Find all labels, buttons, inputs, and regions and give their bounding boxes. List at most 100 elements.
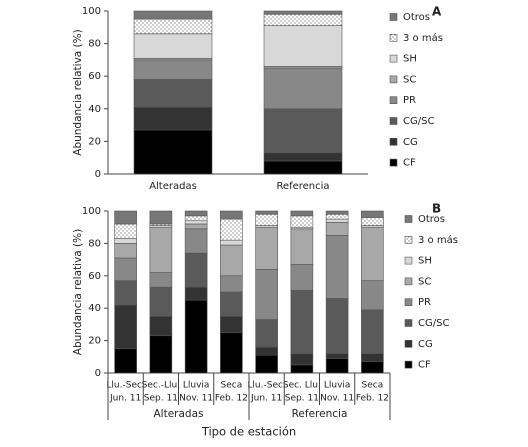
legend-label: SC: [403, 74, 416, 85]
bar-segment: [361, 361, 384, 374]
bar-segment: [220, 239, 243, 246]
legend-label: PR: [418, 297, 431, 308]
bar-segment: [361, 309, 384, 354]
x-tick-label: Sec.-Llu.: [142, 381, 180, 391]
bar-segment: [114, 210, 137, 225]
bar-segment: [184, 286, 208, 301]
bar-segment: [290, 215, 314, 228]
bar-segment: [255, 269, 278, 320]
y-tick-label: 0: [95, 368, 101, 379]
bar-segment: [149, 286, 173, 317]
y-tick-label: 20: [88, 336, 101, 347]
bar-segment: [325, 353, 349, 359]
bar-segment: [361, 353, 384, 362]
bar-segment: [114, 257, 137, 281]
bar-segment: [184, 210, 208, 217]
bar-segment: [290, 228, 314, 265]
bar-segment: [149, 226, 173, 273]
bar-segment: [114, 304, 137, 349]
legend-label: SH: [418, 256, 432, 267]
bar-segment: [255, 210, 278, 215]
bar-segment: [114, 348, 137, 374]
x-tick-label: Lluvia: [324, 381, 351, 391]
y-axis-label: Abundancia relativa (%): [72, 29, 84, 155]
legend-label: Otros: [418, 214, 445, 225]
bar-segment: [361, 210, 384, 218]
bar-segment: [263, 152, 343, 162]
bar-segment: [114, 243, 137, 259]
bar-segment: [290, 353, 314, 366]
bar-segment: [263, 67, 343, 110]
bar-segment: [263, 108, 343, 154]
y-axis-label: Abundancia relativa (%): [72, 229, 84, 355]
bar-segment: [133, 10, 213, 20]
legend-swatch: [404, 277, 413, 286]
bar-segment: [361, 280, 384, 311]
x-tick-label: Feb. 12: [215, 394, 248, 404]
panel-label: B: [432, 202, 441, 216]
legend-swatch: [404, 256, 413, 265]
bar-segment: [184, 223, 208, 230]
legend-swatch: [389, 138, 398, 146]
bar-segment: [220, 332, 243, 374]
bar-segment: [290, 290, 314, 354]
y-tick-label: 0: [95, 169, 101, 180]
x-tick-label: Sep. 11: [144, 394, 178, 404]
bar-segment: [220, 291, 243, 317]
bar-segment: [325, 298, 349, 354]
bar-segment: [184, 220, 208, 225]
x-tick-label: Lluvia: [183, 381, 210, 391]
bar-segment: [361, 226, 384, 281]
x-tick-label: Jun. 11: [109, 394, 141, 404]
legend-swatch: [404, 319, 413, 327]
legend-label: CG: [403, 137, 418, 148]
bar-segment: [220, 218, 243, 241]
legend-label: SC: [418, 276, 431, 287]
panel-label: A: [432, 5, 442, 19]
bar-segment: [220, 275, 243, 293]
legend-label: CG/SC: [403, 116, 434, 127]
bar-segment: [290, 364, 314, 374]
x-tick-label: Alteradas: [149, 181, 197, 192]
x-tick-label: Sep. 11: [285, 394, 319, 404]
y-tick-label: 100: [82, 6, 101, 17]
bar-segment: [184, 228, 208, 254]
bar-segment: [149, 210, 173, 225]
bar-segment: [133, 18, 213, 35]
bar-segment: [263, 25, 343, 67]
y-tick-label: 40: [88, 303, 101, 314]
bar-segment: [114, 280, 137, 306]
bar-segment: [133, 79, 213, 108]
bar-segment: [149, 315, 173, 337]
bar-segment: [255, 226, 278, 270]
x-axis-label: Tipo de estación: [201, 425, 296, 439]
legend-swatch: [404, 298, 413, 307]
x-tick-label: Nov. 11: [320, 394, 354, 404]
legend-swatch: [404, 339, 413, 348]
legend-swatch: [389, 117, 398, 125]
bar-segment: [220, 244, 243, 277]
y-tick-label: 60: [88, 271, 101, 282]
legend-swatch: [404, 360, 413, 369]
y-tick-label: 100: [82, 206, 101, 217]
legend-label: Otros: [403, 12, 430, 23]
bar-segment: [263, 160, 343, 175]
bar-segment: [255, 354, 278, 374]
legend-label: PR: [403, 95, 416, 106]
legend-label: 3 o más: [403, 32, 443, 44]
bar-segment: [114, 223, 137, 239]
bar-segment: [255, 213, 278, 226]
x-tick-label: Llu.-Sec.: [106, 381, 144, 391]
y-tick-label: 60: [88, 71, 101, 82]
bar-segment: [255, 319, 278, 348]
legend-swatch: [404, 215, 413, 223]
bar-segment: [325, 222, 349, 236]
bar-segment: [133, 129, 213, 175]
y-tick-label: 80: [88, 39, 101, 50]
bar-segment: [263, 10, 343, 15]
legend-label: CG/SC: [418, 318, 449, 329]
x-tick-label: Seca: [362, 381, 384, 391]
legend-swatch: [389, 75, 398, 84]
bar-segment: [133, 106, 213, 131]
